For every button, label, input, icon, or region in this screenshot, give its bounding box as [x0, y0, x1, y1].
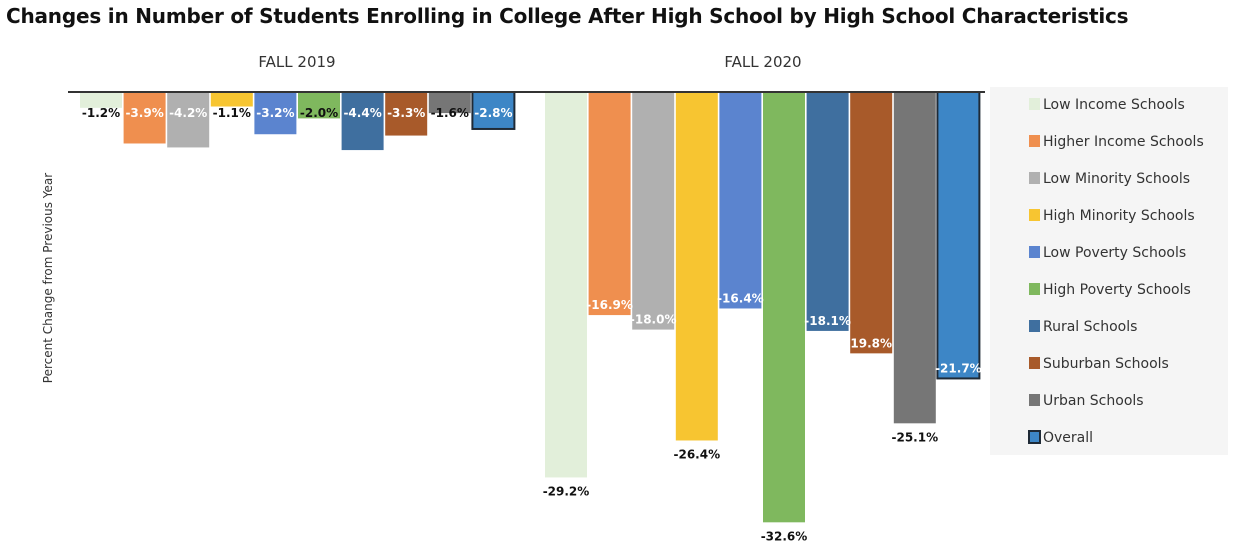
data-label-higher-income-schools-fall-2020: -16.9% — [586, 298, 633, 312]
bar-high-minority-schools-fall-2020 — [675, 92, 718, 441]
legend-swatch-high-poverty-schools — [1029, 283, 1040, 295]
chart-title: Changes in Number of Students Enrolling … — [6, 4, 1129, 28]
bar-urban-schools-fall-2019 — [428, 92, 471, 114]
legend-swatch-higher-income-schools — [1029, 135, 1040, 147]
data-label-low-minority-schools-fall-2019: -4.2% — [169, 106, 207, 120]
data-label-overall-fall-2020: -21.7% — [935, 361, 982, 375]
legend-swatch-low-poverty-schools — [1029, 246, 1040, 258]
bar-higher-income-schools-fall-2019 — [123, 92, 166, 144]
data-label-low-poverty-schools-fall-2020: -16.4% — [717, 291, 764, 305]
bar-suburban-schools-fall-2019 — [385, 92, 428, 136]
data-label-overall-fall-2019: -2.8% — [474, 106, 512, 120]
legend-label-overall: Overall — [1043, 430, 1093, 446]
data-label-low-poverty-schools-fall-2019: -3.2% — [256, 106, 294, 120]
legend-box — [990, 87, 1228, 455]
data-label-high-minority-schools-fall-2019: -1.1% — [213, 106, 251, 120]
data-label-urban-schools-fall-2019: -1.6% — [431, 106, 469, 120]
bar-rural-schools-fall-2019 — [341, 92, 384, 151]
legend-swatch-urban-schools — [1029, 394, 1040, 406]
bar-low-income-schools-fall-2019 — [80, 92, 122, 108]
data-label-high-poverty-schools-fall-2020: -32.6% — [761, 529, 808, 543]
bar-low-minority-schools-fall-2019 — [167, 92, 210, 148]
legend-label-low-minority-schools: Low Minority Schools — [1043, 171, 1190, 187]
bar-low-minority-schools-fall-2020 — [632, 92, 675, 330]
legend-swatch-high-minority-schools — [1029, 209, 1040, 221]
bar-low-income-schools-fall-2020 — [545, 92, 587, 478]
bar-overall-fall-2019 — [471, 91, 516, 130]
legend-label-low-poverty-schools: Low Poverty Schools — [1043, 245, 1186, 261]
legend-label-urban-schools: Urban Schools — [1043, 393, 1144, 409]
legend-label-high-minority-schools: High Minority Schools — [1043, 208, 1195, 224]
period-label-fall-2020: FALL 2020 — [724, 53, 801, 71]
data-label-suburban-schools-fall-2020: 19.8% — [850, 336, 892, 350]
data-label-urban-schools-fall-2020: -25.1% — [891, 430, 938, 444]
data-label-suburban-schools-fall-2019: -3.3% — [387, 106, 425, 120]
data-label-rural-schools-fall-2020: -18.1% — [804, 314, 851, 328]
legend-swatch-rural-schools — [1029, 320, 1040, 332]
legend-label-rural-schools: Rural Schools — [1043, 319, 1137, 335]
data-label-high-minority-schools-fall-2020: -26.4% — [673, 447, 720, 461]
data-label-low-minority-schools-fall-2020: -18.0% — [630, 313, 677, 327]
legend-label-low-income-schools: Low Income Schools — [1043, 97, 1185, 113]
legend-swatch-low-income-schools — [1029, 98, 1040, 110]
bar-high-poverty-schools-fall-2020 — [763, 92, 805, 523]
bar-high-minority-schools-fall-2019 — [210, 92, 253, 107]
data-label-high-poverty-schools-fall-2019: -2.0% — [300, 106, 338, 120]
legend-label-suburban-schools: Suburban Schools — [1043, 356, 1169, 372]
legend-swatch-low-minority-schools — [1029, 172, 1040, 184]
data-label-higher-income-schools-fall-2019: -3.9% — [125, 106, 163, 120]
y-axis-title: Percent Change from Previous Year — [41, 173, 55, 383]
bar-rural-schools-fall-2020 — [806, 92, 849, 331]
bar-high-poverty-schools-fall-2019 — [298, 92, 340, 119]
legend-swatch-overall — [1028, 430, 1041, 444]
bar-suburban-schools-fall-2020 — [850, 92, 893, 354]
period-label-fall-2019: FALL 2019 — [258, 53, 335, 71]
bar-higher-income-schools-fall-2020 — [588, 92, 631, 316]
legend-label-high-poverty-schools: High Poverty Schools — [1043, 282, 1191, 298]
bar-low-poverty-schools-fall-2019 — [254, 92, 297, 135]
bar-overall-fall-2020 — [936, 91, 981, 380]
bar-low-poverty-schools-fall-2020 — [719, 92, 762, 309]
legend-label-higher-income-schools: Higher Income Schools — [1043, 134, 1204, 150]
data-label-rural-schools-fall-2019: -4.4% — [343, 106, 381, 120]
bar-urban-schools-fall-2020 — [893, 92, 936, 424]
data-label-low-income-schools-fall-2020: -29.2% — [543, 484, 590, 498]
data-label-low-income-schools-fall-2019: -1.2% — [82, 106, 120, 120]
legend-swatch-suburban-schools — [1029, 357, 1040, 369]
